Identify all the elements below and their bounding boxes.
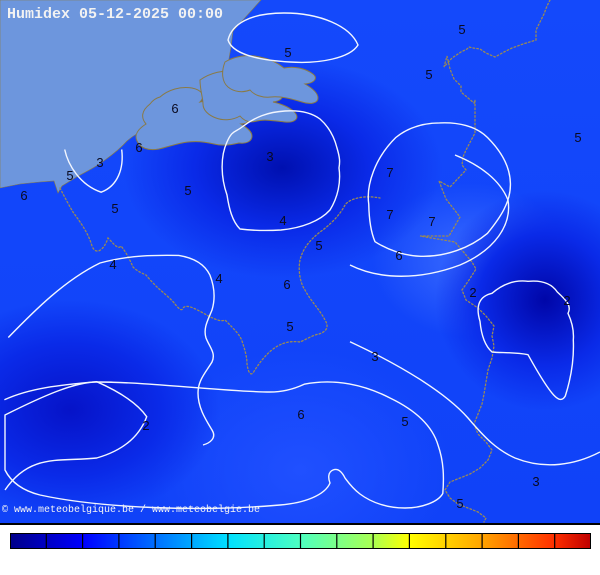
svg-text:6: 6 xyxy=(20,188,27,203)
svg-text:5: 5 xyxy=(456,496,463,511)
svg-text:2: 2 xyxy=(563,293,570,308)
svg-text:5: 5 xyxy=(425,67,432,82)
svg-text:5: 5 xyxy=(111,201,118,216)
svg-text:7: 7 xyxy=(386,165,393,180)
svg-text:7: 7 xyxy=(428,214,435,229)
svg-text:4: 4 xyxy=(109,257,116,272)
svg-text:5: 5 xyxy=(574,130,581,145)
svg-text:3: 3 xyxy=(532,474,539,489)
svg-text:5: 5 xyxy=(284,45,291,60)
svg-text:6: 6 xyxy=(283,277,290,292)
svg-text:2: 2 xyxy=(469,285,476,300)
svg-text:7: 7 xyxy=(386,207,393,222)
svg-text:5: 5 xyxy=(66,168,73,183)
svg-text:5: 5 xyxy=(286,319,293,334)
svg-text:3: 3 xyxy=(266,149,273,164)
svg-text:3: 3 xyxy=(371,349,378,364)
svg-text:4: 4 xyxy=(279,213,286,228)
svg-text:4: 4 xyxy=(215,271,222,286)
svg-text:5: 5 xyxy=(458,22,465,37)
svg-text:3: 3 xyxy=(96,155,103,170)
svg-text:5: 5 xyxy=(315,238,322,253)
svg-text:6: 6 xyxy=(135,140,142,155)
svg-text:6: 6 xyxy=(171,101,178,116)
svg-text:2: 2 xyxy=(142,418,149,433)
svg-text:6: 6 xyxy=(297,407,304,422)
svg-text:5: 5 xyxy=(401,414,408,429)
svg-text:6: 6 xyxy=(395,248,402,263)
svg-text:5: 5 xyxy=(184,183,191,198)
